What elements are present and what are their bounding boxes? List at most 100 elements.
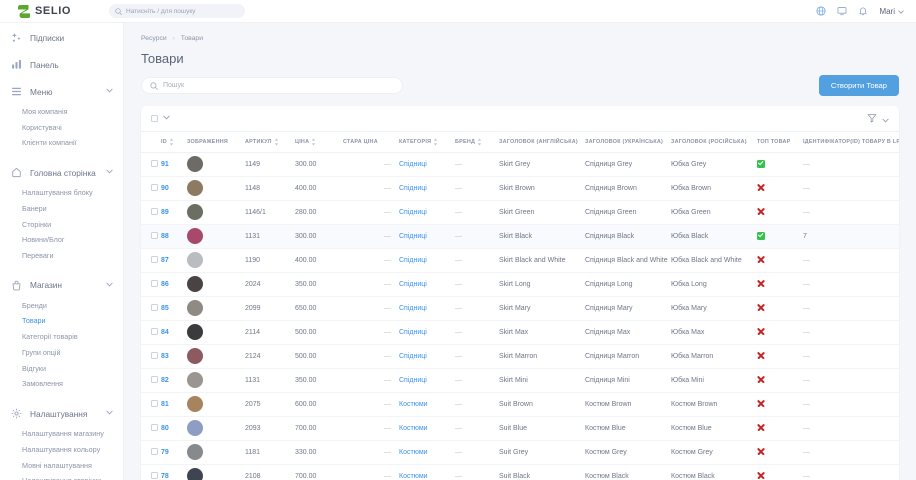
sidebar-subitem-banners[interactable]: Банери [22,203,47,213]
table-row[interactable]: 90 1148 400.00— Спідниці — Skirt Brown Спідниц… [141,176,899,201]
category-link[interactable]: Спідниці [399,305,427,312]
sidebar-item-subscriptions[interactable]: Підписки [0,25,123,50]
table-row[interactable]: 83 2124 500.00— Спідниці — Skirt Marron Спідни… [141,344,899,369]
globe-icon[interactable] [816,6,826,16]
breadcrumb-item-products[interactable]: Товари [180,35,204,42]
row-checkbox[interactable] [151,184,158,191]
product-thumbnail[interactable] [187,155,203,172]
category-link[interactable]: Костюми [399,401,428,408]
sidebar-subitem-my-company[interactable]: Моя компанія [22,107,68,116]
table-row[interactable]: 80 2093 700.00— Костюми — Suit Blue Костюм Blu… [141,416,899,441]
col-header-sku[interactable]: АРТИКУЛ [245,131,295,153]
product-thumbnail[interactable] [187,395,203,412]
col-header-category[interactable]: КАТЕГОРІЯ [399,131,455,153]
category-link[interactable]: Костюми [399,473,428,480]
sidebar-subitem-users[interactable]: Користувачі [22,122,62,132]
row-checkbox[interactable] [151,208,158,215]
sidebar-item-homepage[interactable]: Головна сторінка [0,160,123,185]
row-checkbox[interactable] [151,328,158,335]
sidebar-subitem-products[interactable]: Товари [22,316,46,326]
sidebar-subitem-news-blog[interactable]: Новини/Блог [22,235,65,245]
sidebar-subitem-option-groups[interactable]: Групи опцій [22,347,61,357]
col-header-id[interactable]: ID [161,131,187,153]
product-id-link[interactable]: 84 [161,329,169,336]
row-checkbox[interactable] [151,400,158,407]
sidebar-subitem-pages[interactable]: Сторінки [22,219,52,229]
sidebar-subitem-company-clients[interactable]: Клієнти компанії [22,138,77,148]
row-checkbox[interactable] [151,424,158,431]
col-header-price[interactable]: ЦІНА [295,131,343,153]
product-thumbnail[interactable] [187,299,203,316]
table-row[interactable]: 81 2075 600.00— Костюми — Suit Brown Костюм Br… [141,392,899,417]
product-id-link[interactable]: 88 [161,233,169,240]
app-logo[interactable]: SELIO [18,4,71,18]
product-id-link[interactable]: 78 [161,473,169,480]
user-menu[interactable]: Mari [879,7,904,16]
product-id-link[interactable]: 91 [161,161,169,168]
product-thumbnail[interactable] [187,227,203,244]
row-checkbox[interactable] [151,304,158,311]
category-link[interactable]: Спідниці [399,329,427,336]
category-link[interactable]: Спідниці [399,257,427,264]
sidebar-subitem-shop-settings[interactable]: Налаштування магазину [22,429,104,439]
category-link[interactable]: Спідниці [399,281,427,288]
sidebar-subitem-orders[interactable]: Замовлення [22,379,63,389]
product-id-link[interactable]: 83 [161,353,169,360]
product-thumbnail[interactable] [187,323,203,340]
table-row[interactable]: 84 2114 500.00— Спідниці — Skirt Max Спідниця … [141,320,899,345]
row-checkbox[interactable] [151,232,158,239]
sidebar-subitem-brands[interactable]: Бренди [22,300,47,310]
row-checkbox[interactable] [151,280,158,287]
filter-chevron-down-icon[interactable] [882,110,889,128]
sidebar-subitem-product-categories[interactable]: Категорії товарів [22,332,78,342]
select-all-checkbox[interactable] [151,115,158,122]
product-id-link[interactable]: 79 [161,449,169,456]
category-link[interactable]: Спідниці [399,209,427,216]
product-thumbnail[interactable] [187,371,203,388]
create-product-button[interactable]: Створити Товар [818,75,899,96]
category-link[interactable]: Спідниці [399,377,427,384]
row-checkbox[interactable] [151,472,158,479]
product-thumbnail[interactable] [187,419,203,436]
product-id-link[interactable]: 82 [161,377,169,384]
product-id-link[interactable]: 80 [161,425,169,432]
product-id-link[interactable]: 89 [161,209,169,216]
category-link[interactable]: Костюми [399,449,428,456]
col-header-brand[interactable]: БРЕНД [455,131,499,153]
table-row[interactable]: 91 1149 300.00— Спідниці — Skirt Grey Спідниця… [141,152,899,177]
sidebar-subitem-block-settings[interactable]: Налаштування блоку [22,188,93,198]
bulk-actions-chevron-down-icon[interactable] [163,115,170,122]
category-link[interactable]: Костюми [399,425,428,432]
search-input[interactable]: Пошук [141,77,403,94]
category-link[interactable]: Спідниці [399,185,427,192]
category-link[interactable]: Спідниці [399,233,427,240]
desktop-icon[interactable] [837,6,847,16]
sidebar-item-menu[interactable]: Меню [0,79,123,104]
product-id-link[interactable]: 85 [161,305,169,312]
table-row[interactable]: 89 1146/1 280.00— Спідниці — Skirt Green Спідн… [141,200,899,225]
product-id-link[interactable]: 86 [161,281,169,288]
row-checkbox[interactable] [151,376,158,383]
bell-icon[interactable] [858,6,868,16]
table-row[interactable]: 87 1190 400.00— Спідниці — Skirt Black and Wh… [141,248,899,273]
sidebar-subitem-checkout-page-settings[interactable]: Налаштування сторінки оформлення замовле… [0,473,123,480]
global-search-input[interactable]: Натисніть / для пошуку [109,4,246,18]
row-checkbox[interactable] [151,160,158,167]
table-row[interactable]: 85 2099 650.00— Спідниці — Skirt Mary Спідниця… [141,296,899,321]
sidebar-item-settings[interactable]: Налаштування [0,401,123,426]
table-row[interactable]: 88 1131 300.00— Спідниці — Skirt Black Спідниц… [141,224,899,249]
row-checkbox[interactable] [151,256,158,263]
row-checkbox[interactable] [151,352,158,359]
funnel-icon[interactable] [867,110,877,128]
category-link[interactable]: Спідниці [399,161,427,168]
sidebar-item-shop[interactable]: Магазин [0,273,123,298]
table-row[interactable]: 79 1181 330.00— Костюми — Suit Grey Костюм Gre… [141,440,899,465]
product-thumbnail[interactable] [187,275,203,292]
sidebar-subitem-advantages[interactable]: Переваги [22,251,54,261]
row-checkbox[interactable] [151,448,158,455]
product-id-link[interactable]: 90 [161,185,169,192]
sidebar-subitem-language-settings[interactable]: Мовні налаштування [22,460,92,470]
sidebar-item-dashboard[interactable]: Панель [0,52,123,77]
table-row[interactable]: 82 1131 350.00— Спідниці — Skirt Mini Спідниця… [141,368,899,393]
table-row[interactable]: 78 2108 700.00— Костюми — Suit Black Костюм Bl… [141,464,899,480]
